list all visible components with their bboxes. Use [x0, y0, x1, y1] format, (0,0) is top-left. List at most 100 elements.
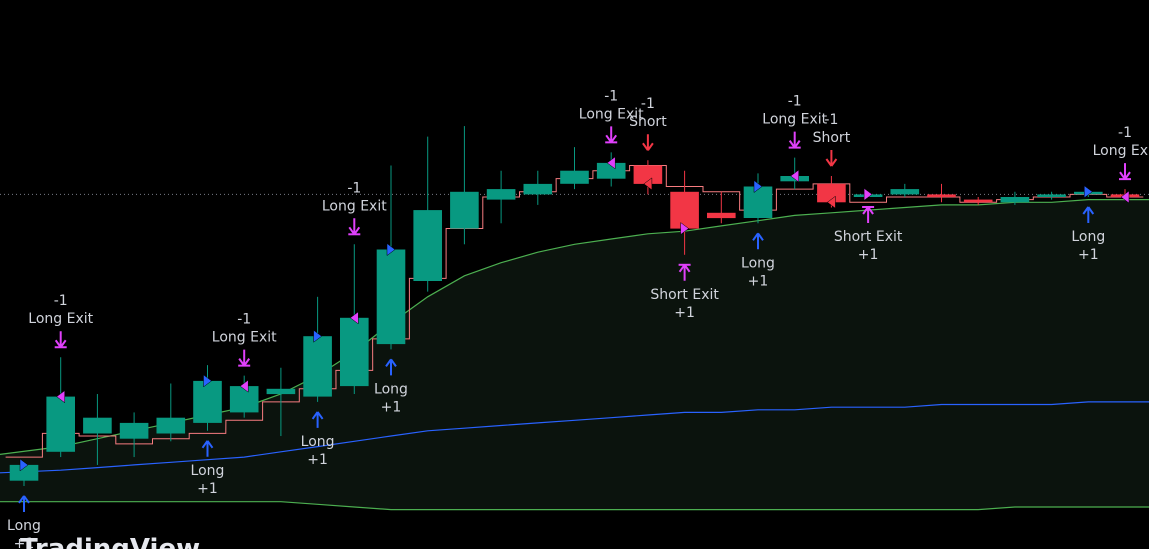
candle-body: [523, 183, 553, 195]
candle-body: [9, 464, 39, 481]
candle-body: [670, 191, 699, 229]
arrow-up-icon: [678, 263, 691, 281]
candle-body: [193, 380, 222, 423]
arrow-down-icon: [54, 331, 67, 349]
candle-body: [596, 162, 626, 179]
signal-qty: -1: [641, 96, 655, 112]
candle-body: [376, 249, 406, 345]
signal-qty: +1: [14, 536, 35, 549]
arrow-up-icon: [201, 440, 214, 457]
signal-label: Long Exit: [212, 330, 277, 346]
signal-label: Long: [741, 255, 775, 271]
arrow-down-icon: [788, 131, 801, 149]
arrow-down-icon: [825, 149, 838, 167]
arrow-up-icon: [18, 495, 30, 512]
signal-qty: +1: [674, 305, 695, 321]
arrow-shape: [238, 349, 251, 367]
candle-body: [450, 191, 479, 229]
signal-label: Short Exit: [650, 287, 719, 303]
signal-label: Short: [629, 114, 667, 130]
candle-body: [707, 212, 736, 219]
arrow-down-icon: [605, 126, 618, 144]
arrow-down-icon: [238, 349, 251, 367]
candles: [9, 126, 1140, 486]
signal-label: Long: [191, 463, 225, 479]
candle-body: [817, 183, 846, 203]
lower-band-line: [0, 501, 1149, 511]
arrow-shape: [18, 495, 30, 512]
candle-body: [303, 336, 332, 397]
candle-body: [46, 396, 75, 452]
entry-marker-icon: [313, 329, 323, 343]
signal-label: Long Exit: [322, 198, 387, 214]
watermark: TradingView: [20, 534, 200, 549]
entry-marker-icon: [753, 180, 763, 194]
arrow-shape: [348, 218, 361, 235]
arrow-down-icon: [642, 134, 654, 151]
signal-label: Long Exit: [762, 112, 827, 128]
exit-marker-icon: [643, 177, 653, 191]
arrow-shape: [642, 134, 654, 151]
arrow-shape: [788, 131, 801, 149]
middle-line: [0, 401, 1149, 474]
exit-marker-icon: [826, 195, 836, 209]
arrow-shape: [1119, 163, 1131, 180]
signal-qty: +1: [748, 273, 769, 289]
exit-marker-icon: [790, 169, 799, 183]
candle-body: [633, 165, 663, 184]
entry-marker-icon: [19, 458, 29, 472]
signal-qty: -1: [788, 94, 802, 110]
arrow-shape: [311, 411, 324, 428]
candle-body: [927, 194, 956, 197]
signal-qty: -1: [1118, 125, 1132, 141]
signal-label: Long: [7, 518, 41, 534]
arrow-up-icon: [752, 232, 764, 250]
signal-qty: -1: [237, 312, 251, 328]
candle-body: [1037, 194, 1066, 197]
arrow-up-icon: [862, 206, 875, 224]
candle-body: [486, 189, 516, 200]
candle-body: [229, 386, 259, 413]
entry-marker-icon: [1084, 185, 1093, 199]
signal-label: Long: [374, 381, 408, 397]
entry-marker-icon: [386, 243, 396, 257]
candle-body: [963, 199, 993, 203]
candle-body: [83, 417, 112, 434]
arrow-shape: [201, 440, 214, 457]
band-area: [0, 199, 1149, 510]
arrow-shape: [825, 149, 838, 167]
signal-label: Long Exit: [1093, 143, 1149, 159]
signal-qty: -1: [347, 180, 361, 196]
order-markers: [19, 156, 1130, 472]
signal-qty: +1: [381, 399, 402, 415]
candle-body: [560, 170, 589, 184]
candle-body: [1000, 197, 1030, 203]
signal-label: Short: [813, 130, 851, 146]
arrow-shape: [605, 126, 618, 143]
signal-qty: +1: [307, 452, 328, 468]
signal-label: Short Exit: [834, 229, 903, 245]
candle-body: [413, 210, 442, 281]
exit-marker-icon: [349, 311, 359, 325]
candle-body: [890, 189, 920, 195]
arrow-up-icon: [1082, 206, 1095, 224]
candle-body: [156, 417, 186, 434]
arrow-shape: [752, 232, 764, 250]
arrow-down-icon: [1119, 163, 1131, 181]
signal-qty: -1: [604, 88, 618, 104]
signal-label: Long: [301, 434, 335, 450]
arrow-shape: [385, 358, 397, 376]
arrow-shape: [678, 264, 691, 281]
arrow-down-icon: [348, 218, 361, 236]
entry-marker-icon: [863, 187, 873, 201]
entry-marker-icon: [203, 374, 212, 388]
signal-qty: -1: [54, 293, 68, 309]
candle-body: [743, 186, 773, 218]
candle-body: [119, 422, 149, 439]
signal-qty: -1: [824, 112, 838, 128]
exit-marker-icon: [56, 390, 65, 404]
entry-marker-icon: [680, 222, 690, 236]
